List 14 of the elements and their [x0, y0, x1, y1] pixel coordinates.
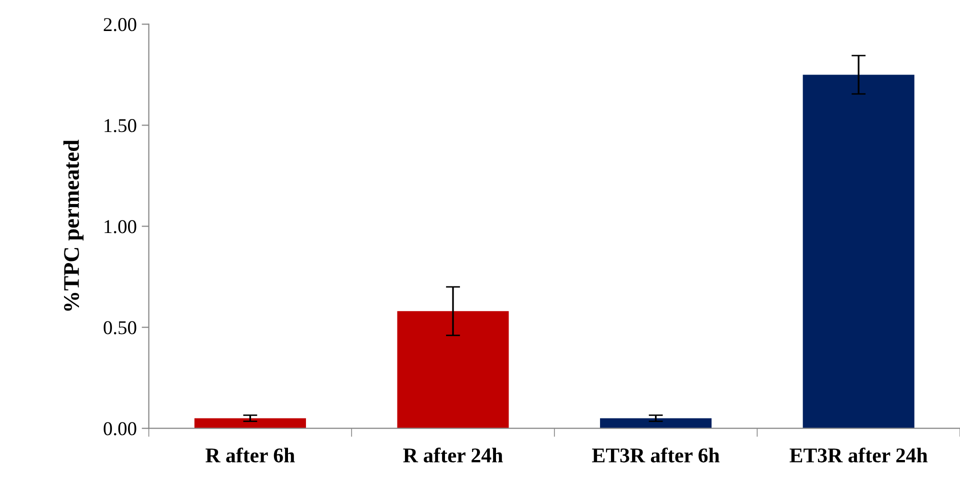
bar — [194, 418, 306, 428]
bar — [600, 418, 712, 428]
y-tick-label: 0.00 — [104, 422, 136, 436]
y-tick-label: 1.50 — [104, 119, 136, 132]
x-tick-label: ET3R after 24h — [790, 448, 928, 462]
bar — [802, 74, 914, 428]
bar — [397, 311, 509, 428]
y-tick-label: 0.50 — [104, 321, 136, 334]
x-tick-label: ET3R after 6h — [592, 448, 720, 462]
x-tick-label: R after 6h — [206, 448, 295, 462]
x-tick-label: R after 24h — [403, 448, 503, 462]
y-axis-title: %TPC permeated — [63, 140, 84, 311]
y-tick-label: 2.00 — [104, 18, 136, 32]
y-tick-label: 1.00 — [104, 220, 136, 234]
